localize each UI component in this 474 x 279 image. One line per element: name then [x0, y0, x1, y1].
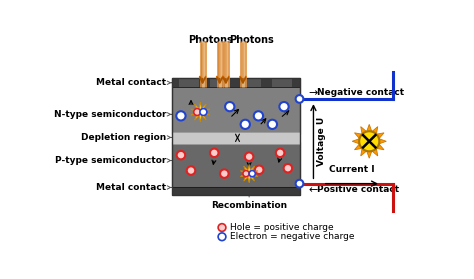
Circle shape: [225, 102, 235, 111]
Text: Electron = negative charge: Electron = negative charge: [230, 232, 354, 241]
Circle shape: [283, 164, 292, 172]
Text: P-type semiconductor: P-type semiconductor: [55, 156, 166, 165]
FancyBboxPatch shape: [179, 78, 199, 87]
Circle shape: [276, 149, 284, 157]
FancyBboxPatch shape: [172, 187, 300, 195]
Circle shape: [249, 170, 255, 177]
Circle shape: [243, 170, 249, 177]
Circle shape: [255, 165, 264, 174]
FancyBboxPatch shape: [172, 142, 300, 187]
Circle shape: [194, 109, 201, 116]
Circle shape: [359, 131, 379, 151]
Circle shape: [177, 151, 185, 159]
Circle shape: [245, 152, 254, 161]
Text: Current I: Current I: [328, 165, 374, 174]
FancyBboxPatch shape: [172, 78, 300, 87]
Circle shape: [268, 120, 277, 129]
Polygon shape: [191, 102, 210, 122]
Circle shape: [296, 95, 303, 103]
Polygon shape: [352, 124, 386, 158]
FancyBboxPatch shape: [172, 78, 300, 134]
Text: Positive contact: Positive contact: [317, 185, 399, 194]
Polygon shape: [240, 164, 258, 183]
Circle shape: [218, 233, 226, 240]
Text: N-type semiconductor: N-type semiconductor: [54, 110, 166, 119]
Circle shape: [220, 169, 228, 178]
FancyBboxPatch shape: [210, 78, 230, 87]
Circle shape: [241, 120, 250, 129]
Text: Photons: Photons: [229, 35, 274, 45]
Text: Photons: Photons: [188, 35, 233, 45]
Circle shape: [254, 111, 263, 121]
Text: Metal contact: Metal contact: [96, 78, 166, 87]
Circle shape: [187, 166, 195, 175]
Circle shape: [176, 111, 186, 121]
FancyBboxPatch shape: [172, 132, 300, 144]
FancyBboxPatch shape: [273, 78, 292, 87]
Text: Depletion region: Depletion region: [81, 133, 166, 142]
Text: ←: ←: [309, 185, 318, 195]
Circle shape: [200, 109, 207, 116]
Circle shape: [218, 224, 226, 231]
Text: →: →: [309, 88, 318, 98]
Text: Negative contact: Negative contact: [317, 88, 404, 97]
Text: Voltage U: Voltage U: [317, 117, 326, 166]
Circle shape: [210, 149, 219, 157]
Circle shape: [296, 180, 303, 187]
Text: Hole = positive charge: Hole = positive charge: [230, 223, 333, 232]
Circle shape: [279, 102, 289, 111]
FancyBboxPatch shape: [241, 78, 261, 87]
Text: Metal contact: Metal contact: [96, 183, 166, 192]
Text: Recombination: Recombination: [211, 201, 287, 210]
